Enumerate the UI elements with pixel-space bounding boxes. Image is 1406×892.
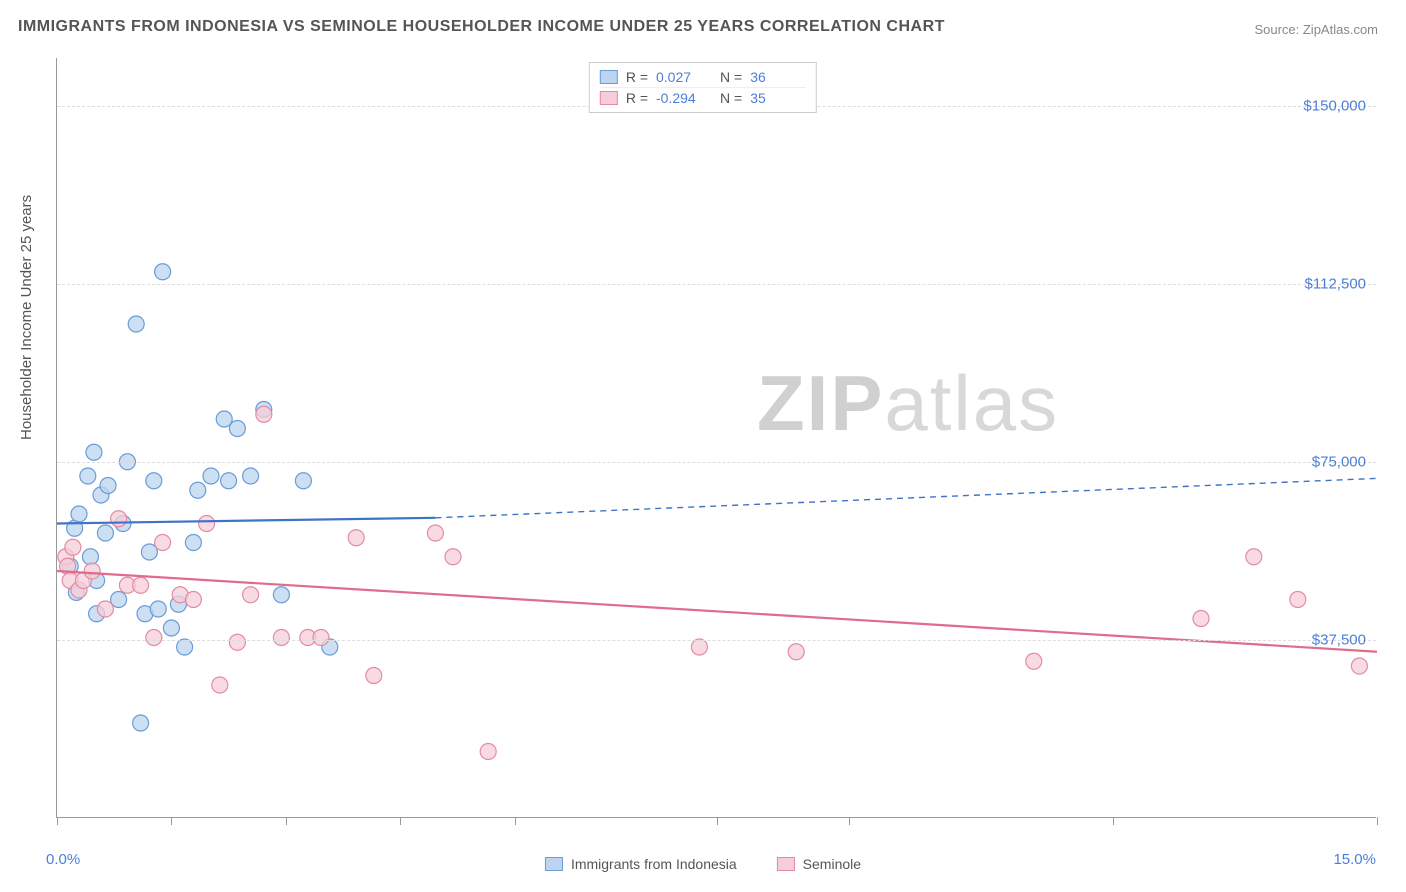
- x-tick: [57, 817, 58, 825]
- data-point: [1246, 549, 1262, 565]
- x-tick: [515, 817, 516, 825]
- data-point: [100, 478, 116, 494]
- data-point: [229, 634, 245, 650]
- data-point: [155, 535, 171, 551]
- data-point: [133, 577, 149, 593]
- data-point: [273, 630, 289, 646]
- data-point: [146, 473, 162, 489]
- data-point: [86, 444, 102, 460]
- x-tick: [286, 817, 287, 825]
- x-tick: [400, 817, 401, 825]
- chart-svg: [57, 58, 1376, 817]
- x-tick: [1377, 817, 1378, 825]
- data-point: [427, 525, 443, 541]
- data-point: [155, 264, 171, 280]
- data-point: [313, 630, 329, 646]
- stats-row: R = -0.294 N = 35: [600, 87, 806, 108]
- plot-area: ZIPatlas $37,500$75,000$112,500$150,000: [56, 58, 1376, 818]
- x-axis-min-label: 0.0%: [46, 851, 80, 868]
- data-point: [190, 482, 206, 498]
- n-label: N =: [720, 90, 742, 106]
- data-point: [97, 525, 113, 541]
- data-point: [203, 468, 219, 484]
- data-point: [133, 715, 149, 731]
- legend-label: Seminole: [803, 856, 861, 872]
- data-point: [691, 639, 707, 655]
- legend-swatch: [600, 91, 618, 105]
- legend-label: Immigrants from Indonesia: [571, 856, 737, 872]
- data-point: [111, 511, 127, 527]
- data-point: [146, 630, 162, 646]
- y-tick-label: $112,500: [1305, 275, 1366, 292]
- data-point: [84, 563, 100, 579]
- data-point: [273, 587, 289, 603]
- data-point: [229, 421, 245, 437]
- data-point: [80, 468, 96, 484]
- n-value: 35: [750, 90, 806, 106]
- data-point: [348, 530, 364, 546]
- legend-item: Immigrants from Indonesia: [545, 856, 737, 872]
- gridline: [57, 462, 1376, 463]
- data-point: [82, 549, 98, 565]
- data-point: [221, 473, 237, 489]
- x-tick: [849, 817, 850, 825]
- data-point: [256, 406, 272, 422]
- data-point: [366, 668, 382, 684]
- y-tick-label: $150,000: [1303, 97, 1366, 114]
- data-point: [1026, 653, 1042, 669]
- stats-legend: R = 0.027 N = 36 R = -0.294 N = 35: [589, 62, 817, 113]
- data-point: [65, 539, 81, 555]
- r-label: R =: [626, 69, 648, 85]
- data-point: [212, 677, 228, 693]
- r-value: 0.027: [656, 69, 712, 85]
- data-point: [1351, 658, 1367, 674]
- data-point: [185, 535, 201, 551]
- trend-line-dashed: [435, 478, 1377, 517]
- data-point: [128, 316, 144, 332]
- data-point: [163, 620, 179, 636]
- data-point: [185, 592, 201, 608]
- n-value: 36: [750, 69, 806, 85]
- data-point: [788, 644, 804, 660]
- data-point: [445, 549, 461, 565]
- data-point: [150, 601, 166, 617]
- legend-swatch: [545, 857, 563, 871]
- y-axis-label: Householder Income Under 25 years: [18, 195, 35, 440]
- n-label: N =: [720, 69, 742, 85]
- legend-item: Seminole: [777, 856, 861, 872]
- y-tick-label: $37,500: [1312, 631, 1366, 648]
- bottom-legend: Immigrants from Indonesia Seminole: [545, 856, 861, 872]
- x-tick: [717, 817, 718, 825]
- x-tick: [171, 817, 172, 825]
- data-point: [480, 744, 496, 760]
- x-tick: [1113, 817, 1114, 825]
- data-point: [71, 506, 87, 522]
- stats-row: R = 0.027 N = 36: [600, 67, 806, 87]
- data-point: [243, 468, 259, 484]
- gridline: [57, 284, 1376, 285]
- legend-swatch: [600, 70, 618, 84]
- y-tick-label: $75,000: [1312, 453, 1366, 470]
- chart-title: IMMIGRANTS FROM INDONESIA VS SEMINOLE HO…: [18, 18, 945, 36]
- r-value: -0.294: [656, 90, 712, 106]
- data-point: [177, 639, 193, 655]
- gridline: [57, 640, 1376, 641]
- legend-swatch: [777, 857, 795, 871]
- data-point: [97, 601, 113, 617]
- r-label: R =: [626, 90, 648, 106]
- data-point: [1193, 611, 1209, 627]
- data-point: [1290, 592, 1306, 608]
- x-axis-max-label: 15.0%: [1333, 851, 1376, 868]
- data-point: [243, 587, 259, 603]
- data-point: [295, 473, 311, 489]
- data-point: [199, 516, 215, 532]
- source-label: Source: ZipAtlas.com: [1254, 22, 1378, 37]
